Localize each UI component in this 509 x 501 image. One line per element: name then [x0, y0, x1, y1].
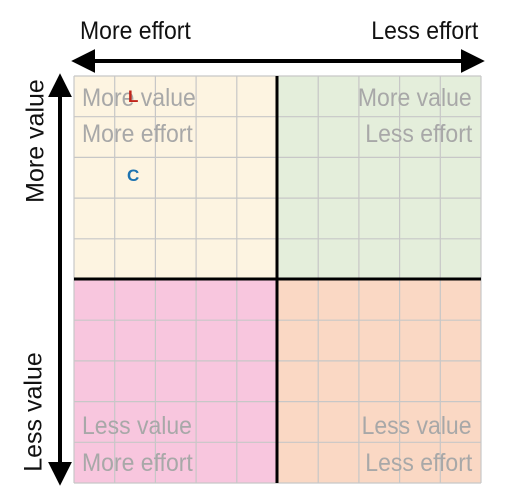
quadrant-more-value-less-effort	[277, 76, 481, 279]
quadrant-more-value-more-effort	[74, 76, 277, 279]
quadrant-tr-line1: More value	[358, 84, 472, 112]
marker-c[interactable]: C	[127, 166, 140, 185]
more-value-axis-label: More value	[21, 79, 50, 203]
marker-l[interactable]: L	[128, 87, 139, 106]
quadrant-bl-line1: Less value	[82, 412, 192, 440]
quadrant-tr-line2: Less effort	[365, 120, 472, 148]
quadrant-less-value-more-effort	[74, 279, 277, 483]
more-effort-axis-label: More effort	[80, 17, 191, 45]
less-effort-axis-label: Less effort	[371, 17, 478, 45]
quadrant-tl-line1: More value	[82, 84, 196, 112]
quadrant-br-line1: Less value	[362, 412, 472, 440]
quadrant-br-line2: Less effort	[365, 449, 472, 477]
less-value-axis-label: Less value	[19, 352, 48, 472]
quadrant-less-value-less-effort	[277, 279, 481, 483]
quadrant-bl-line2: More effort	[82, 449, 193, 477]
quadrant-tl-line2: More effort	[82, 120, 193, 148]
